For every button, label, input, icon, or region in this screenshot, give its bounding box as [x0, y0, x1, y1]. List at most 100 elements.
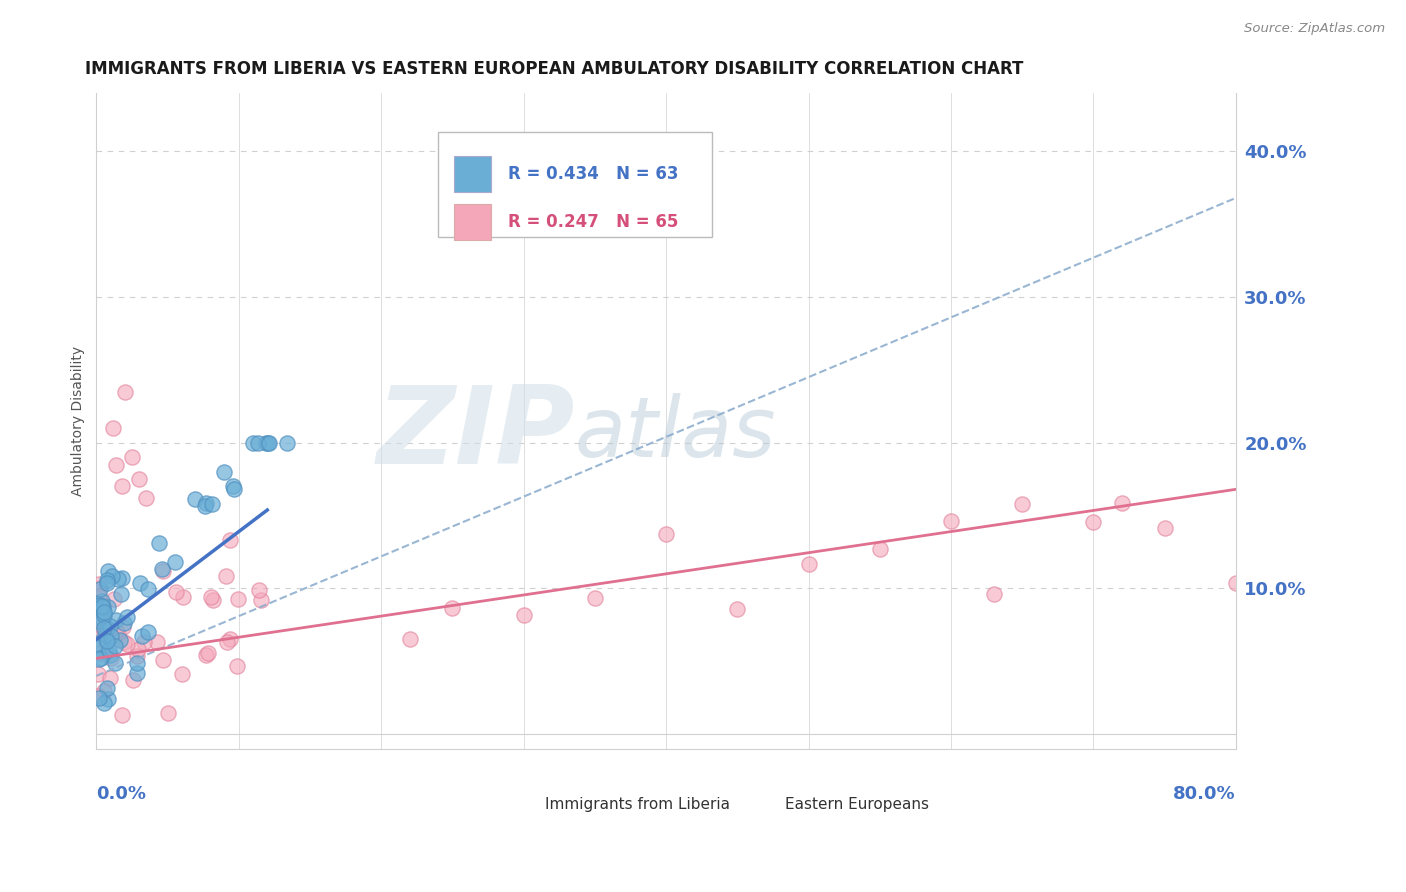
FancyBboxPatch shape [439, 132, 711, 237]
Point [215, 569, 238, 583]
Point [98, 619, 121, 633]
Point [1225, 575, 1247, 590]
Point [222, 479, 245, 493]
Point [96, 633, 118, 648]
Point [111, 620, 134, 634]
Point [249, 592, 271, 607]
Point [136, 582, 159, 596]
Point [90, 599, 112, 614]
Point [87, 640, 110, 654]
Point [146, 634, 169, 648]
Point [135, 491, 157, 505]
Point [114, 384, 136, 399]
Point [797, 557, 820, 571]
Point [150, 562, 173, 576]
Point [224, 482, 246, 496]
Point [87, 577, 110, 591]
Point [91, 594, 114, 608]
Point [127, 641, 149, 656]
Text: ZIP: ZIP [377, 381, 575, 487]
Point [184, 492, 207, 507]
Point [218, 533, 240, 547]
Point [127, 656, 149, 670]
Point [165, 555, 187, 569]
Point [128, 472, 150, 486]
Point [89, 624, 111, 639]
Point [93, 607, 115, 622]
Point [94, 634, 117, 648]
Point [87, 636, 110, 650]
Point [87, 651, 110, 665]
Point [87, 598, 110, 612]
Point [156, 706, 179, 720]
Point [152, 564, 174, 578]
Point [96, 681, 118, 695]
Point [254, 435, 277, 450]
Point [100, 629, 122, 643]
Point [117, 610, 139, 624]
Point [172, 590, 194, 604]
Point [96, 621, 118, 635]
Y-axis label: Ambulatory Disability: Ambulatory Disability [72, 346, 86, 496]
Point [105, 458, 128, 472]
Point [111, 708, 134, 723]
Point [1083, 515, 1105, 529]
Point [93, 684, 115, 698]
FancyBboxPatch shape [745, 797, 770, 813]
Point [98, 648, 121, 663]
Point [215, 634, 238, 648]
Point [939, 514, 962, 528]
FancyBboxPatch shape [454, 203, 491, 240]
Point [583, 591, 606, 605]
Point [257, 435, 280, 450]
FancyBboxPatch shape [506, 797, 531, 813]
Point [152, 653, 174, 667]
Point [129, 575, 152, 590]
Point [194, 500, 217, 514]
Point [93, 628, 115, 642]
FancyBboxPatch shape [454, 156, 491, 193]
Point [441, 600, 464, 615]
Point [93, 624, 115, 639]
Point [195, 496, 218, 510]
Point [87, 614, 110, 628]
Point [104, 624, 127, 638]
Point [108, 632, 131, 647]
Point [96, 573, 118, 587]
Point [201, 593, 224, 607]
Point [101, 569, 124, 583]
Point [195, 648, 218, 662]
Point [197, 646, 219, 660]
Point [127, 666, 149, 681]
Point [136, 625, 159, 640]
Point [115, 637, 138, 651]
Point [110, 587, 132, 601]
Point [242, 435, 264, 450]
Point [134, 635, 156, 649]
Point [1011, 497, 1033, 511]
Point [93, 621, 115, 635]
Point [655, 527, 678, 541]
Point [247, 435, 270, 450]
Point [276, 435, 298, 450]
Point [93, 696, 115, 710]
Text: R = 0.247   N = 65: R = 0.247 N = 65 [508, 212, 678, 230]
Point [104, 613, 127, 627]
Point [87, 617, 110, 632]
Point [107, 572, 129, 586]
Point [201, 497, 224, 511]
Point [96, 632, 118, 647]
Point [89, 598, 111, 612]
Point [90, 650, 112, 665]
Text: 0.0%: 0.0% [97, 785, 146, 803]
Text: IMMIGRANTS FROM LIBERIA VS EASTERN EUROPEAN AMBULATORY DISABILITY CORRELATION CH: IMMIGRANTS FROM LIBERIA VS EASTERN EUROP… [84, 60, 1024, 78]
Point [512, 607, 534, 622]
Point [104, 657, 127, 671]
Point [93, 605, 115, 619]
Point [212, 465, 235, 479]
Text: R = 0.434   N = 63: R = 0.434 N = 63 [508, 165, 678, 184]
Point [87, 690, 110, 704]
Text: 80.0%: 80.0% [1173, 785, 1236, 803]
Point [398, 632, 420, 646]
Point [91, 600, 114, 615]
